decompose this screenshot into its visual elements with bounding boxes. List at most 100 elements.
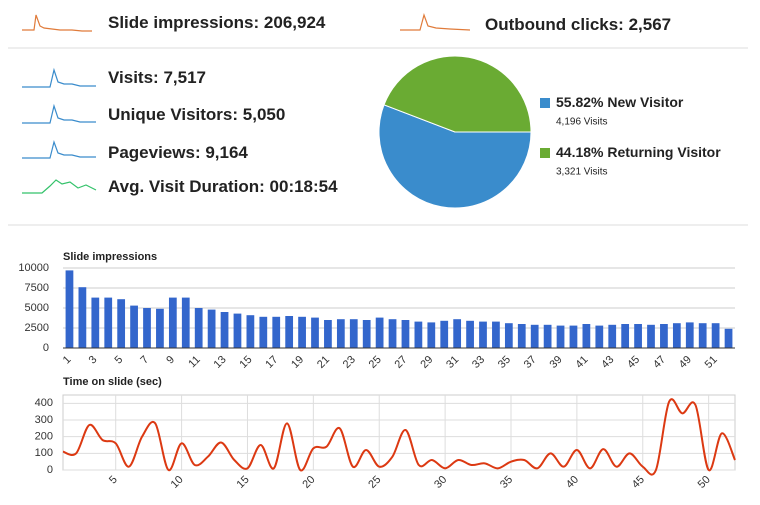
bar: [181, 297, 190, 348]
bar: [530, 324, 539, 348]
bar: [194, 308, 203, 348]
bar: [117, 299, 126, 348]
x-tick-label: 20: [300, 474, 317, 491]
legend-percent: 44.18%: [556, 144, 604, 160]
x-tick-label: 25: [366, 474, 383, 491]
bar: [91, 297, 100, 348]
x-tick-label: 33: [470, 354, 487, 371]
metric: Pageviews: 9,164: [108, 143, 248, 162]
legend-note: 4,196 Visits: [556, 117, 608, 128]
x-tick-label: 37: [522, 354, 539, 371]
value: 00:18:54: [270, 177, 339, 196]
bar: [427, 322, 436, 348]
x-tick-label: 15: [237, 354, 254, 371]
header-stat: Slide impressions: 206,924: [108, 13, 326, 32]
bar: [517, 324, 526, 348]
bar: [466, 320, 474, 348]
bar: [492, 321, 500, 348]
legend-label: New Visitor: [607, 94, 684, 110]
legend-percent: 55.82%: [556, 94, 604, 110]
bar: [285, 316, 294, 348]
x-tick-label: 23: [341, 354, 358, 371]
legend-swatch: [540, 148, 550, 158]
value: 9,164: [205, 143, 248, 162]
bar: [233, 313, 242, 348]
legend-label: Returning Visitor: [607, 144, 721, 160]
y-tick-label: 10000: [18, 262, 49, 274]
y-tick-label: 2500: [25, 322, 49, 334]
value: 2,567: [629, 15, 672, 34]
x-tick-label: 10: [169, 474, 186, 491]
bar: [298, 316, 306, 348]
bar: [479, 321, 487, 348]
bar: [311, 317, 319, 348]
x-tick-label: 15: [234, 474, 251, 491]
bar: [543, 324, 552, 348]
bar: [143, 308, 151, 348]
bar: [698, 323, 707, 348]
x-tick-label: 21: [315, 354, 332, 371]
bar: [672, 323, 681, 348]
pie-slice: [383, 55, 532, 133]
bar: [582, 324, 591, 348]
pie-slice: [378, 104, 532, 209]
bar: [220, 312, 229, 348]
y-tick-label: 0: [47, 464, 53, 476]
x-tick-label: 43: [599, 354, 616, 371]
legend-swatch: [540, 98, 550, 108]
sparkline: [22, 67, 96, 88]
bar: [130, 305, 138, 348]
bar: [104, 297, 113, 348]
bar: [647, 324, 655, 348]
bar: [362, 320, 371, 348]
label: Slide impressions:: [108, 13, 259, 32]
label: Visits:: [108, 68, 159, 87]
value: 5,050: [243, 105, 286, 124]
x-tick-label: 35: [498, 474, 515, 491]
bar: [78, 287, 87, 348]
x-tick-label: 7: [138, 354, 151, 367]
bar: [349, 319, 358, 348]
x-tick-label: 51: [703, 354, 720, 371]
bar: [388, 319, 397, 348]
bar: [685, 322, 694, 348]
y-tick-label: 0: [43, 342, 49, 354]
y-tick-label: 400: [35, 397, 53, 409]
legend-entry: 55.82% New Visitor: [556, 94, 684, 110]
label: Pageviews:: [108, 143, 201, 162]
x-tick-label: 5: [113, 354, 126, 367]
bar: [324, 320, 332, 348]
metric: Visits: 7,517: [108, 68, 206, 87]
bar: [414, 321, 423, 348]
x-tick-label: 27: [392, 354, 409, 371]
bar: [65, 270, 74, 348]
y-tick-label: 100: [35, 447, 53, 459]
x-tick-label: 45: [630, 474, 647, 491]
bar: [724, 328, 733, 348]
x-tick-label: 45: [625, 354, 642, 371]
bar: [168, 297, 177, 348]
label: Avg. Visit Duration:: [108, 177, 265, 196]
x-tick-label: 29: [418, 354, 435, 371]
x-tick-label: 25: [367, 354, 384, 371]
bar: [401, 320, 410, 348]
line: [62, 398, 736, 476]
x-tick-label: 50: [696, 474, 713, 491]
sparkline: [400, 13, 471, 31]
x-tick-label: 41: [573, 354, 590, 371]
y-tick-label: 300: [35, 414, 53, 426]
chart-title: Time on slide (sec): [63, 376, 162, 388]
x-tick-label: 19: [289, 354, 306, 371]
sparkline: [22, 179, 97, 194]
x-tick-label: 5: [107, 474, 120, 487]
bar: [259, 316, 268, 348]
bar: [246, 315, 255, 348]
x-tick-label: 40: [564, 474, 581, 491]
bar: [634, 324, 642, 348]
bar: [621, 324, 630, 348]
bar: [504, 323, 513, 348]
bar: [556, 325, 565, 348]
value: 206,924: [264, 13, 326, 32]
chart-title: Slide impressions: [63, 251, 157, 263]
